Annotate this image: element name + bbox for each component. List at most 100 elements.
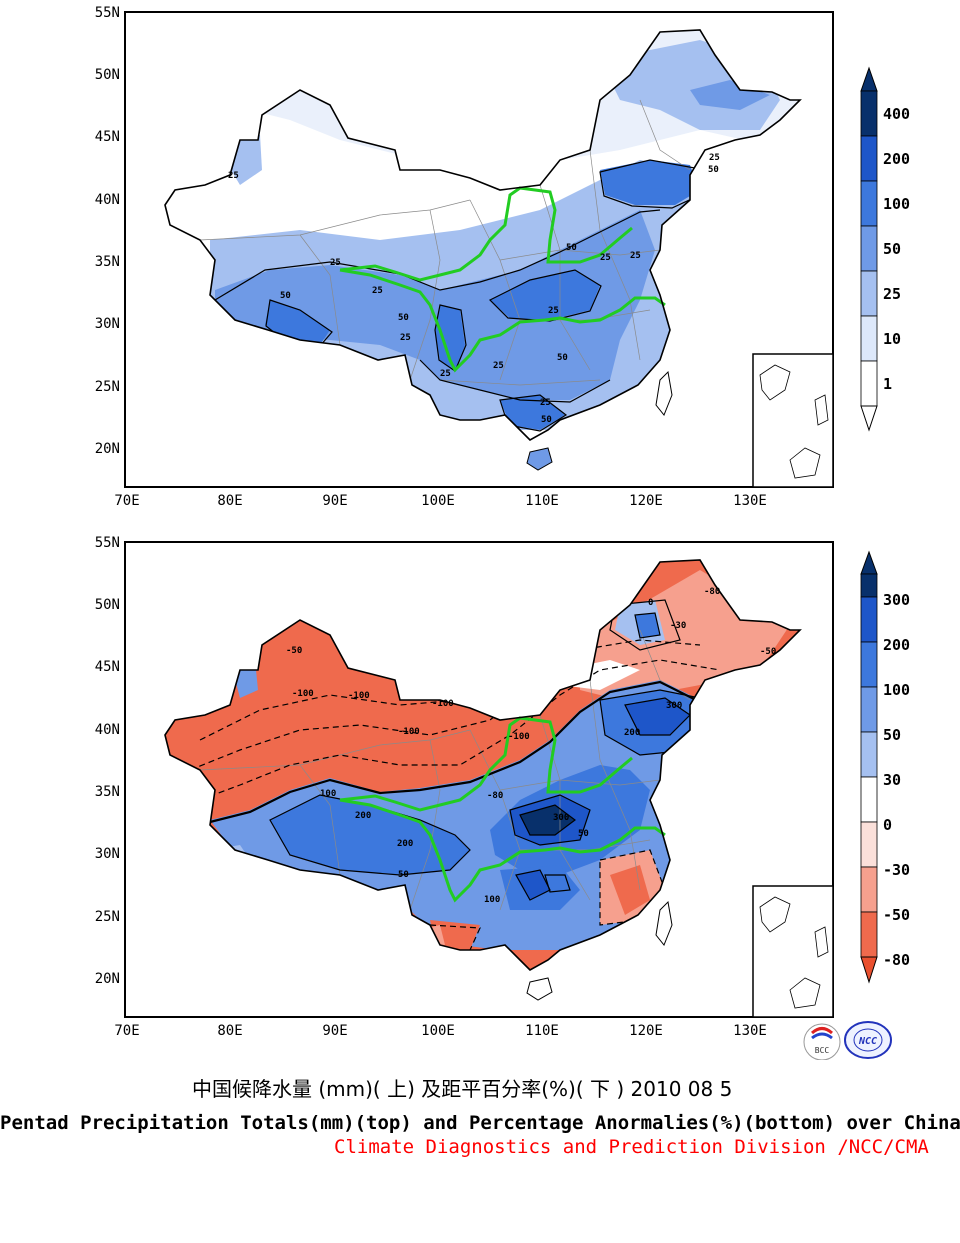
bottom-contour-label: -100 bbox=[508, 732, 530, 742]
top-colorbar-swatch bbox=[860, 225, 878, 272]
top-lon-label: 110E bbox=[525, 493, 559, 509]
bottom-anomaly-map: -100 -100 -100 -100 -100 -80 -80 -50 -50… bbox=[95, 535, 910, 1060]
bottom-lon-label: 130E bbox=[733, 1023, 767, 1039]
bottom-contour-label: 200 bbox=[397, 839, 413, 849]
bottom-lon-label: 100E bbox=[421, 1023, 455, 1039]
bottom-lat-label: 35N bbox=[95, 784, 120, 800]
bottom-lat-label: 25N bbox=[95, 909, 120, 925]
bottom-lat-label: 55N bbox=[95, 535, 120, 551]
top-contour-label: 25 bbox=[630, 251, 641, 261]
ncc-logo-text: NCC bbox=[858, 1036, 877, 1047]
bottom-colorbar-swatch bbox=[860, 776, 878, 823]
bottom-lat-label: 50N bbox=[95, 597, 120, 613]
bottom-colorbar-swatch bbox=[860, 731, 878, 778]
bottom-taiwan-island bbox=[655, 900, 673, 946]
top-colorbar-swatch bbox=[860, 90, 878, 137]
top-lat-axis: 55N 50N 45N 40N 35N 30N 25N 20N bbox=[95, 5, 120, 457]
top-colorbar-label: 25 bbox=[883, 285, 901, 303]
bottom-contour-label: -80 bbox=[704, 587, 720, 597]
bottom-lat-label: 40N bbox=[95, 722, 120, 738]
top-south-china-sea-inset bbox=[752, 353, 834, 488]
bottom-contour-label: -80 bbox=[487, 791, 503, 801]
bottom-contour-label: 0 bbox=[648, 598, 653, 608]
top-contour-label: 25 bbox=[540, 398, 551, 408]
bottom-lon-axis: 70E 80E 90E 100E 110E 120E 130E bbox=[114, 1023, 767, 1039]
ncc-logo: NCC bbox=[844, 1021, 892, 1059]
top-contour-label: 25 bbox=[600, 253, 611, 263]
bottom-contour-label: 50 bbox=[398, 870, 409, 880]
bottom-contour-label: -30 bbox=[670, 621, 686, 631]
top-lon-label: 90E bbox=[322, 493, 347, 509]
caption-organization: Climate Diagnostics and Prediction Divis… bbox=[334, 1136, 929, 1158]
top-contour-label: 25 bbox=[228, 171, 239, 181]
top-contour-label: 25 bbox=[709, 153, 720, 163]
top-colorbar-swatch bbox=[860, 135, 878, 182]
top-lat-label: 55N bbox=[95, 5, 120, 21]
top-contour-label: 25 bbox=[440, 369, 451, 379]
bottom-colorbar: 300 200 100 50 30 0 -30 -50 -80 bbox=[860, 550, 910, 984]
bottom-contour-label: 200 bbox=[355, 811, 371, 821]
bottom-lon-label: 80E bbox=[217, 1023, 242, 1039]
bottom-colorbar-swatch bbox=[860, 641, 878, 688]
bottom-contour-label: 200 bbox=[624, 728, 640, 738]
bottom-contour-label: 300 bbox=[553, 813, 569, 823]
bottom-contour-label: -100 bbox=[432, 699, 454, 709]
top-lon-axis: 70E 80E 90E 100E 110E 120E 130E bbox=[114, 493, 767, 509]
bottom-contour-label: -100 bbox=[398, 727, 420, 737]
top-colorbar: 400 200 100 50 25 10 1 bbox=[860, 66, 910, 432]
top-lon-label: 130E bbox=[733, 493, 767, 509]
bottom-colorbar-label: -50 bbox=[883, 906, 910, 924]
bottom-contour-label-layer: -100 -100 -100 -100 -100 -80 -80 -50 -50… bbox=[286, 587, 776, 905]
caption-chinese: 中国候降水量 (mm)( 上) 及距平百分率(%)( 下 ) 2010 08 5 bbox=[192, 1077, 733, 1101]
top-contour-label: 50 bbox=[566, 243, 577, 253]
bottom-contour-label: -50 bbox=[760, 647, 776, 657]
bottom-lon-label: 90E bbox=[322, 1023, 347, 1039]
top-contour-label: 50 bbox=[541, 415, 552, 425]
top-lat-label: 30N bbox=[95, 316, 120, 332]
top-contour-label: 50 bbox=[708, 165, 719, 175]
top-colorbar-swatch bbox=[860, 315, 878, 362]
bottom-colorbar-swatch bbox=[860, 686, 878, 733]
top-taiwan-island bbox=[655, 370, 673, 416]
top-contour-label-layer: 25 25 25 25 25 25 25 25 25 25 25 50 50 5… bbox=[228, 153, 720, 425]
bottom-lat-label: 30N bbox=[95, 846, 120, 862]
top-colorbar-swatch bbox=[860, 180, 878, 227]
top-lat-label: 20N bbox=[95, 441, 120, 457]
top-precip-map: 25 25 25 25 25 25 25 25 25 25 25 50 50 5… bbox=[95, 5, 910, 509]
bottom-colorbar-label: 200 bbox=[883, 636, 910, 654]
top-lat-label: 25N bbox=[95, 379, 120, 395]
bottom-lon-label: 110E bbox=[525, 1023, 559, 1039]
bottom-colorbar-label: 30 bbox=[883, 771, 901, 789]
bottom-lat-axis: 55N 50N 45N 40N 35N 30N 25N 20N bbox=[95, 535, 120, 987]
top-colorbar-label: 200 bbox=[883, 150, 910, 168]
bottom-contour-label: 300 bbox=[666, 701, 682, 711]
bottom-colorbar-swatch bbox=[860, 911, 878, 958]
top-contour-label: 50 bbox=[280, 291, 291, 301]
top-contour-label: 25 bbox=[548, 306, 559, 316]
top-lon-label: 70E bbox=[114, 493, 139, 509]
bcc-logo-text: BCC bbox=[815, 1046, 830, 1055]
top-colorbar-label: 50 bbox=[883, 240, 901, 258]
caption-english: Pentad Precipitation Totals(mm)(top) and… bbox=[0, 1112, 960, 1134]
top-lon-label: 120E bbox=[629, 493, 663, 509]
top-colorbar-label: 1 bbox=[883, 375, 892, 393]
bottom-colorbar-swatch bbox=[860, 573, 878, 598]
top-lat-label: 45N bbox=[95, 129, 120, 145]
top-contour-label: 50 bbox=[557, 353, 568, 363]
bottom-lon-label: 120E bbox=[629, 1023, 663, 1039]
bottom-colorbar-swatch bbox=[860, 956, 878, 984]
bottom-lat-label: 20N bbox=[95, 971, 120, 987]
top-contour-label: 25 bbox=[493, 361, 504, 371]
bottom-colorbar-swatch bbox=[860, 821, 878, 868]
bottom-contour-label: -100 bbox=[348, 691, 370, 701]
bottom-contour-label: 100 bbox=[320, 789, 336, 799]
top-lat-label: 40N bbox=[95, 192, 120, 208]
bottom-river-lines bbox=[339, 716, 666, 903]
bottom-contour-label: -100 bbox=[292, 689, 314, 699]
top-colorbar-label: 400 bbox=[883, 105, 910, 123]
top-lat-label: 50N bbox=[95, 67, 120, 83]
bottom-colorbar-label: 0 bbox=[883, 816, 892, 834]
bottom-lon-label: 70E bbox=[114, 1023, 139, 1039]
bottom-hainan-island bbox=[526, 977, 553, 1001]
bcc-logo: BCC bbox=[803, 1023, 841, 1060]
